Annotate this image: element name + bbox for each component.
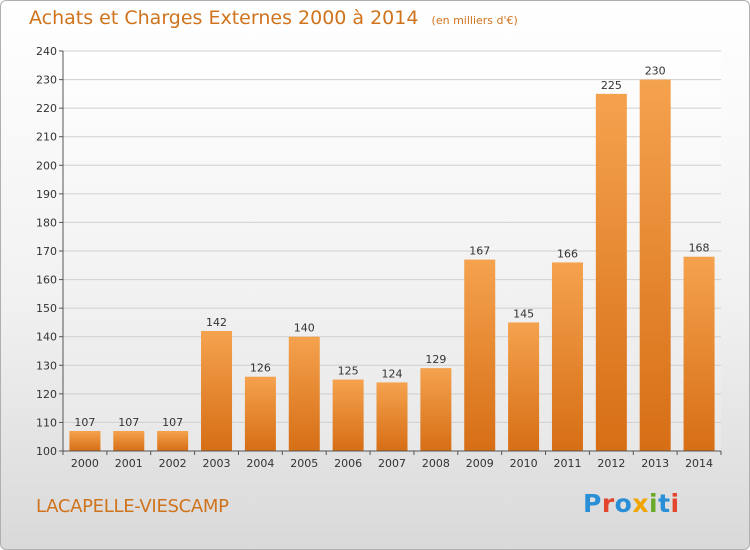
data-label: 167 (469, 245, 490, 258)
x-tick-label: 2010 (510, 457, 538, 470)
bar (244, 376, 276, 451)
x-tick-label: 2013 (641, 457, 669, 470)
x-tick-label: 2014 (685, 457, 713, 470)
y-tick-label: 220 (36, 102, 57, 115)
x-tick-label: 2000 (71, 457, 99, 470)
data-label: 225 (601, 79, 622, 92)
y-tick-label: 180 (36, 216, 57, 229)
x-tick-label: 2004 (246, 457, 274, 470)
bar (464, 259, 496, 451)
title-row: Achats et Charges Externes 2000 à 2014 (… (29, 7, 518, 29)
data-label: 145 (513, 307, 534, 320)
data-label: 129 (425, 353, 446, 366)
logo-letter: t (658, 489, 671, 518)
x-tick-label: 2003 (203, 457, 231, 470)
y-tick-label: 130 (36, 359, 57, 372)
x-tick-label: 2009 (466, 457, 494, 470)
x-axis: 2000 2001 2002 2003 2004 2005 2006 2007 2008 2009… (62, 450, 722, 470)
x-tick-label: 2005 (290, 457, 318, 470)
data-label: 166 (557, 247, 578, 260)
logo-letter: i (649, 489, 659, 518)
y-tick-label: 110 (36, 416, 57, 429)
y-axis: 100 110 120 130 140 150 160 170 180 190 200 210 220 2… (36, 45, 64, 458)
logo-letter: x (632, 489, 649, 518)
x-tick-label: 2001 (115, 457, 143, 470)
x-tick-label: 2008 (422, 457, 450, 470)
logo-letter: r (601, 489, 615, 518)
bar (288, 336, 320, 451)
bar (639, 79, 671, 452)
place-name: LACAPELLE-VIESCAMP (36, 496, 229, 517)
bar (551, 262, 583, 451)
y-tick-label: 100 (36, 445, 57, 458)
data-label: 124 (382, 367, 403, 380)
bar (508, 322, 540, 451)
logo-letter: P (583, 489, 602, 518)
data-label: 140 (294, 322, 315, 335)
data-label: 142 (206, 316, 227, 329)
y-tick-label: 150 (36, 302, 57, 315)
data-label: 107 (118, 416, 139, 429)
data-label: 125 (338, 365, 359, 378)
bar (157, 431, 189, 451)
y-tick-label: 140 (36, 331, 57, 344)
data-label: 126 (250, 362, 271, 375)
chart-subtitle: (en milliers d'€) (431, 14, 518, 27)
y-tick-label: 230 (36, 74, 57, 87)
data-label: 230 (645, 65, 666, 78)
proxiti-logo: Proxiti (583, 489, 680, 518)
bar (595, 93, 627, 451)
y-tick-label: 190 (36, 188, 57, 201)
bar (69, 431, 101, 451)
x-tick-label: 2006 (334, 457, 362, 470)
data-labels: 107 107 107 142 126 140 125 124 129 167 145 166 225 2… (74, 65, 709, 429)
y-tick-label: 170 (36, 245, 57, 258)
data-label: 107 (162, 416, 183, 429)
bar (201, 331, 233, 451)
data-label: 107 (74, 416, 95, 429)
x-tick-label: 2011 (553, 457, 581, 470)
bar (376, 382, 408, 451)
bar (113, 431, 145, 451)
data-label: 168 (689, 242, 710, 255)
y-tick-label: 120 (36, 388, 57, 401)
y-tick-label: 240 (36, 45, 57, 58)
x-tick-label: 2002 (159, 457, 187, 470)
logo-letter: o (614, 489, 633, 518)
y-tick-label: 200 (36, 159, 57, 172)
bars (69, 79, 715, 452)
bar (420, 368, 452, 451)
chart-title: Achats et Charges Externes 2000 à 2014 (29, 7, 419, 29)
logo-letter: i (670, 489, 680, 518)
y-tick-label: 160 (36, 274, 57, 287)
x-tick-label: 2007 (378, 457, 406, 470)
bar (332, 379, 364, 451)
y-tick-label: 210 (36, 131, 57, 144)
bar (683, 256, 715, 451)
x-tick-label: 2012 (597, 457, 625, 470)
